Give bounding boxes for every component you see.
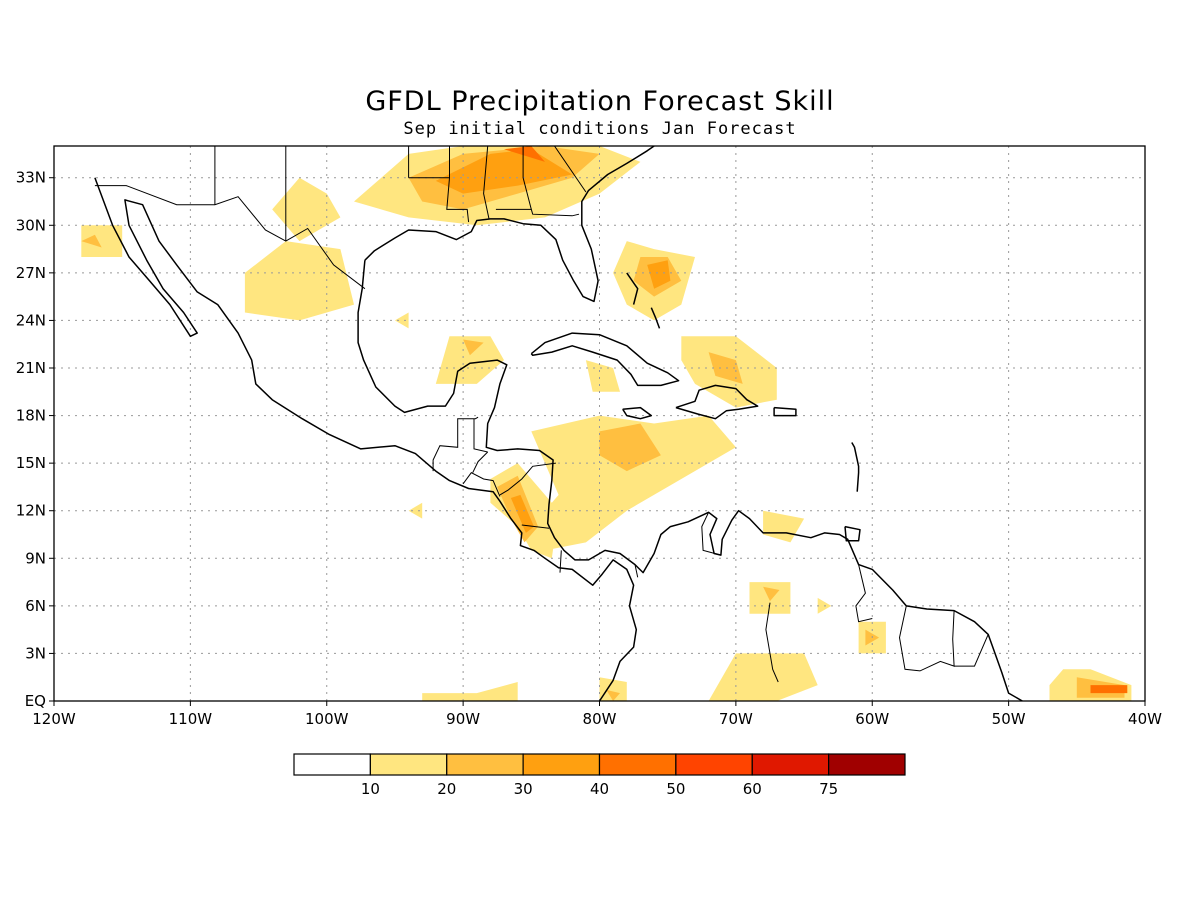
colorbar-tick-0: 10 [361, 780, 380, 798]
skill-region-7 [81, 234, 102, 248]
lat-label: 18N [16, 407, 46, 425]
colorbar-swatch-3 [522, 753, 601, 776]
skill-region-14 [708, 352, 743, 384]
skill-region-33 [1090, 685, 1128, 694]
skill-region-30 [422, 682, 518, 701]
lon-label: 90W [446, 710, 480, 728]
colorbar-swatch-6 [751, 753, 830, 776]
border-2 [473, 418, 488, 453]
skill-region-3 [504, 146, 545, 162]
skill-region-16 [599, 423, 661, 472]
border-10 [765, 602, 779, 683]
coastline-7 [844, 525, 861, 542]
map-subtitle: Sep initial conditions Jan Forecast [403, 119, 797, 139]
lon-label: 40W [1128, 710, 1162, 728]
border-9 [701, 512, 722, 556]
colorbar-swatch-2 [446, 753, 524, 776]
border-21 [495, 208, 580, 217]
colorbar-swatch-7 [828, 753, 906, 776]
colorbar-tick-4: 50 [666, 780, 685, 798]
border-1 [432, 416, 479, 472]
coastline-2 [364, 146, 655, 303]
lon-label: 100W [305, 710, 349, 728]
coastline-0 [94, 177, 638, 701]
colorbar-tick-5: 60 [743, 780, 762, 798]
skill-region-4 [272, 177, 341, 242]
lon-label: 80W [583, 710, 617, 728]
border-19 [522, 146, 532, 210]
lat-label: 3N [25, 644, 46, 662]
skill-region-15 [531, 415, 736, 551]
colorbar-tick-1: 20 [437, 780, 456, 798]
coastline-6 [773, 406, 797, 417]
colorbar-swatch-0 [293, 753, 371, 776]
colorbar-swatch-5 [675, 753, 753, 776]
lon-label: 120W [32, 710, 76, 728]
lat-label: 27N [16, 264, 46, 282]
colorbar-swatch-1 [369, 753, 448, 776]
border-0 [94, 185, 366, 290]
colorbar-tick-6: 75 [819, 780, 838, 798]
skill-region-21 [763, 510, 805, 543]
skill-region-29 [606, 689, 620, 701]
skill-region-34 [408, 502, 423, 519]
border-8 [634, 564, 639, 578]
coastline-5 [675, 384, 759, 420]
lon-label: 60W [855, 710, 889, 728]
skill-region-2 [435, 149, 573, 194]
lat-label: 33N [16, 169, 46, 187]
axis-labels: 120W 110W 100W 90W 80W 70W 60W 50W 40W EQ 3N 6N 9N 12… [16, 169, 1162, 728]
skill-region-10 [647, 260, 671, 289]
coastline-4 [622, 406, 653, 420]
map-title: GFDL Precipitation Forecast Skill [365, 86, 835, 117]
lat-label: 21N [16, 359, 46, 377]
skill-region-35 [394, 312, 409, 329]
coastline-8 [626, 272, 639, 305]
lat-label: 15N [16, 454, 46, 472]
lat-label: 24N [16, 311, 46, 329]
skill-region-27 [708, 653, 818, 701]
colorbar-swatch-4 [598, 753, 677, 776]
skill-region-6 [81, 225, 123, 257]
coastline-3 [530, 332, 680, 387]
skill-region-11 [435, 336, 504, 384]
coastline-1 [357, 260, 1023, 701]
lat-label: 6N [25, 597, 46, 615]
lat-label: EQ [25, 692, 46, 710]
colorbar-tick-2: 30 [514, 780, 533, 798]
skill-region-28 [599, 677, 627, 701]
colorbar: 10 20 30 40 50 60 75 [293, 753, 906, 798]
coastline-10 [851, 442, 860, 492]
lon-label: 50W [992, 710, 1026, 728]
coastline-9 [650, 307, 661, 329]
colorbar-tick-3: 40 [590, 780, 609, 798]
border-13 [954, 634, 989, 667]
border-22 [554, 146, 587, 193]
border-7 [559, 550, 562, 573]
border-6 [521, 524, 550, 529]
border-18 [483, 146, 490, 220]
lat-label: 12N [16, 502, 46, 520]
border-12 [898, 605, 955, 672]
border-11 [855, 564, 873, 623]
lon-label: 110W [169, 710, 213, 728]
coastline-layer [94, 146, 1023, 701]
lat-label: 9N [25, 549, 46, 567]
skill-region-20 [510, 494, 534, 533]
border-5 [499, 462, 556, 496]
skill-region-23 [763, 586, 780, 602]
lon-label: 70W [719, 710, 753, 728]
skill-region-17 [585, 360, 620, 392]
gridlines [54, 146, 1145, 701]
skill-region-5 [244, 241, 354, 321]
border-4 [472, 451, 489, 473]
border-20 [408, 177, 470, 223]
lat-label: 30N [16, 216, 46, 234]
skill-region-12 [463, 339, 484, 356]
skill-fill-layer [81, 146, 1132, 701]
border-3 [462, 472, 501, 497]
